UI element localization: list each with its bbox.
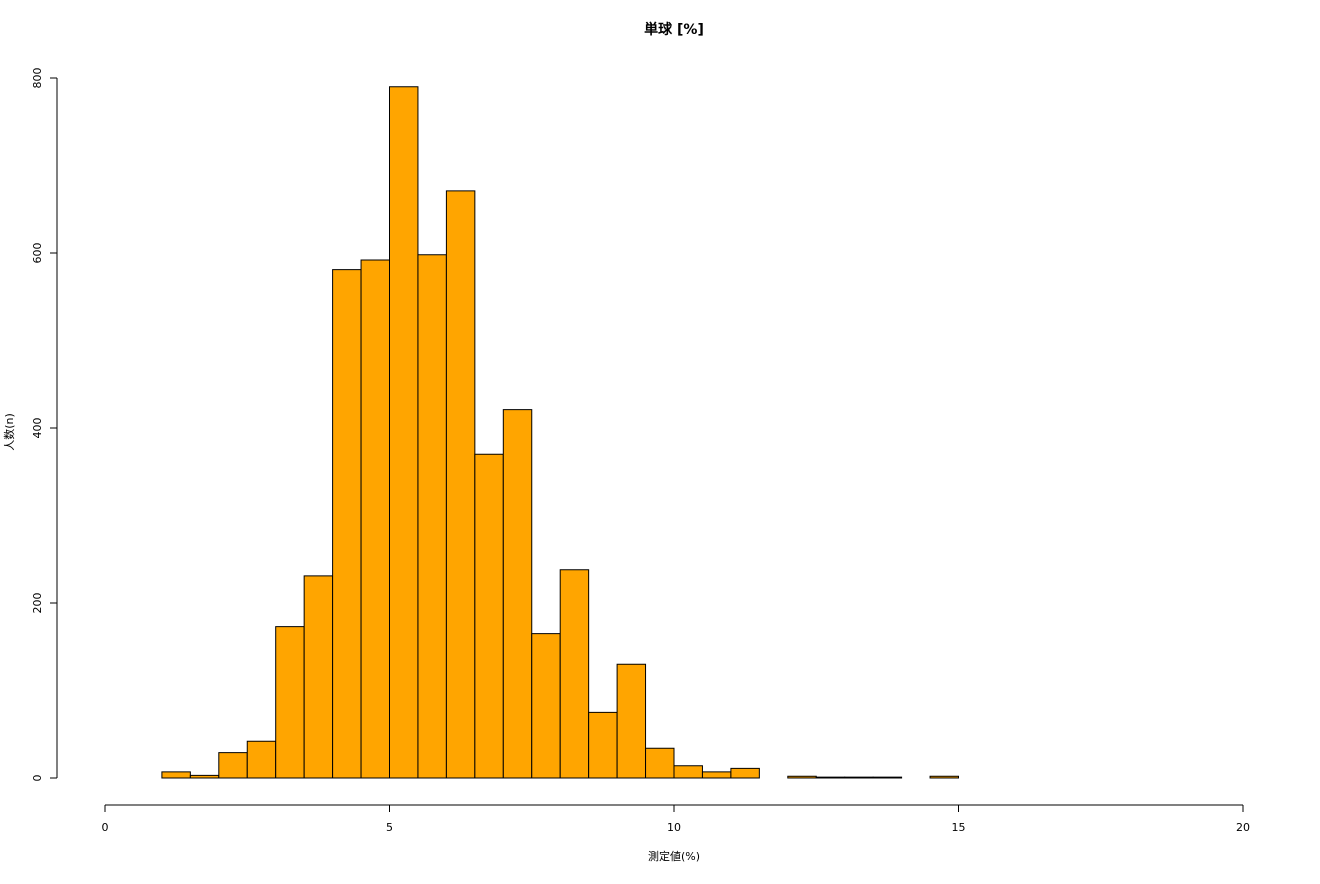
bar xyxy=(275,626,305,779)
bar xyxy=(531,633,561,779)
x-tick-label: 10 xyxy=(667,821,681,834)
bar xyxy=(303,575,334,779)
bar xyxy=(872,776,903,779)
bar xyxy=(701,771,732,779)
bar xyxy=(787,775,817,779)
x-axis-label: 測定値(%) xyxy=(648,849,700,863)
bar xyxy=(730,767,760,779)
bar xyxy=(332,269,362,779)
bar xyxy=(502,409,533,779)
x-tick-label: 5 xyxy=(386,821,393,834)
bar xyxy=(815,776,846,779)
x-tick-label: 20 xyxy=(1236,821,1250,834)
chart-title: 単球 [%] xyxy=(644,21,704,38)
bar xyxy=(645,747,675,779)
bar xyxy=(161,771,191,779)
bar xyxy=(246,740,277,779)
y-tick-label: 0 xyxy=(31,775,44,782)
x-tick-label: 0 xyxy=(102,821,109,834)
x-tick-label: 15 xyxy=(952,821,966,834)
y-tick-label: 600 xyxy=(31,243,44,264)
bar xyxy=(417,254,447,779)
bar xyxy=(929,775,959,779)
bar xyxy=(588,711,618,779)
bar xyxy=(673,765,703,779)
bar xyxy=(360,259,390,779)
bar xyxy=(389,86,419,779)
y-tick-label: 200 xyxy=(31,593,44,614)
bar xyxy=(844,776,874,779)
bar xyxy=(189,774,220,779)
y-tick-label: 800 xyxy=(31,68,44,89)
y-tick-label: 400 xyxy=(31,418,44,439)
y-axis-label: 人数(n) xyxy=(3,413,16,451)
bar xyxy=(474,453,504,779)
bar xyxy=(218,752,248,779)
bar xyxy=(616,663,647,779)
bar xyxy=(559,569,590,779)
bar xyxy=(445,190,476,779)
